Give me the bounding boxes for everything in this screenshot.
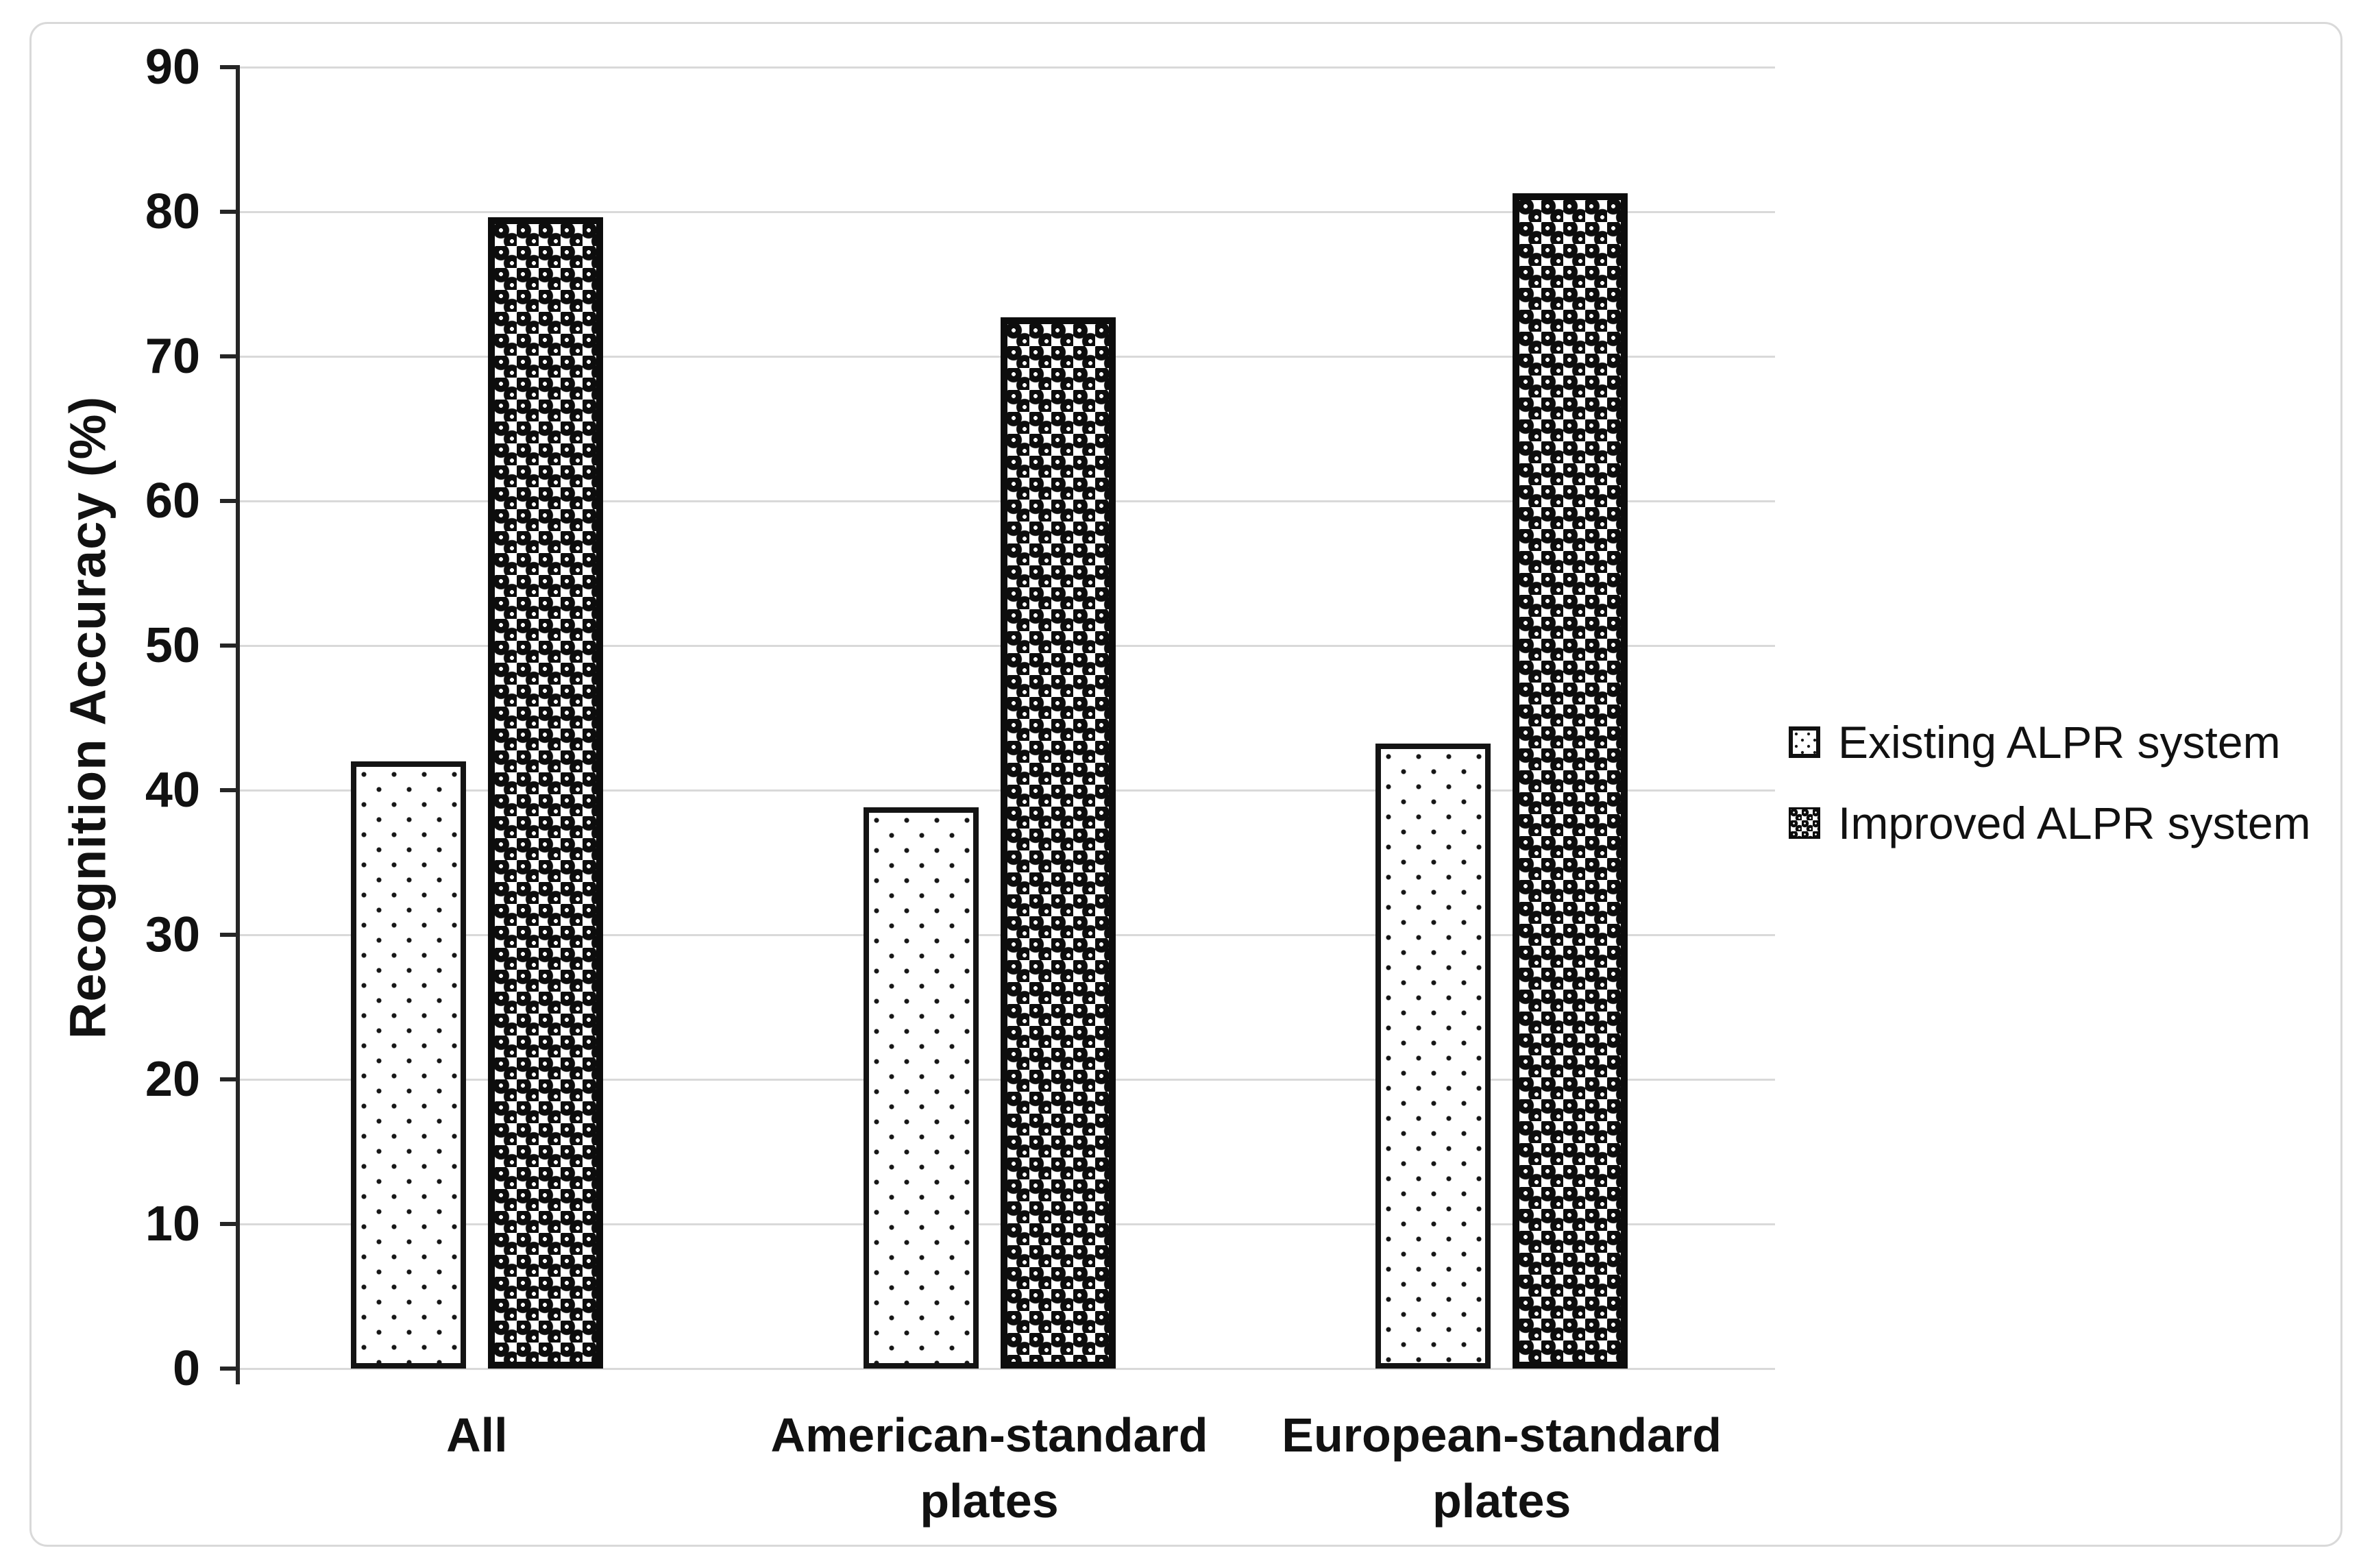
existing-swatch-icon xyxy=(1789,726,1820,758)
y-tick-label-70: 70 xyxy=(145,329,200,384)
x-category-label-0: All xyxy=(446,1408,508,1462)
y-tick-label-90: 90 xyxy=(145,40,200,95)
y-tick-mark-30 xyxy=(220,933,238,937)
gridline-80 xyxy=(238,211,1775,213)
y-tick-mark-80 xyxy=(220,210,238,214)
bar-improved-1 xyxy=(1000,317,1116,1369)
y-tick-mark-20 xyxy=(220,1077,238,1081)
bar-improved-2 xyxy=(1513,193,1628,1369)
gridline-90 xyxy=(238,66,1775,69)
y-tick-label-10: 10 xyxy=(145,1197,200,1251)
y-tick-mark-40 xyxy=(220,788,238,792)
bar-existing-2 xyxy=(1375,744,1491,1369)
bar-existing-1 xyxy=(863,807,979,1369)
bar-existing-0 xyxy=(350,761,466,1369)
y-tick-mark-90 xyxy=(220,65,238,69)
y-tick-label-30: 30 xyxy=(145,907,200,962)
y-tick-mark-70 xyxy=(220,354,238,358)
legend-item-existing: Existing ALPR system xyxy=(1789,714,2311,770)
y-tick-mark-10 xyxy=(220,1222,238,1226)
y-tick-label-50: 50 xyxy=(145,618,200,673)
legend-label: Existing ALPR system xyxy=(1838,717,2281,768)
figure-border xyxy=(29,22,2342,1547)
improved-swatch-icon xyxy=(1789,807,1820,839)
x-category-label-2: European-standard plates xyxy=(1282,1408,1722,1528)
y-tick-label-40: 40 xyxy=(145,763,200,818)
y-tick-mark-50 xyxy=(220,644,238,648)
y-tick-mark-0 xyxy=(220,1367,238,1371)
x-category-label-1: American-standard plates xyxy=(770,1408,1208,1528)
y-tick-label-80: 80 xyxy=(145,184,200,239)
gridline-0 xyxy=(238,1368,1775,1370)
y-tick-label-20: 20 xyxy=(145,1052,200,1107)
y-tick-mark-60 xyxy=(220,499,238,503)
bar-improved-0 xyxy=(487,217,603,1369)
legend-label: Improved ALPR system xyxy=(1838,798,2311,848)
y-axis-line xyxy=(236,65,240,1384)
legend-item-improved: Improved ALPR system xyxy=(1789,795,2311,851)
y-tick-label-0: 0 xyxy=(172,1341,200,1396)
legend: Existing ALPR system Improved ALPR system xyxy=(1789,714,2311,851)
y-tick-label-60: 60 xyxy=(145,474,200,528)
